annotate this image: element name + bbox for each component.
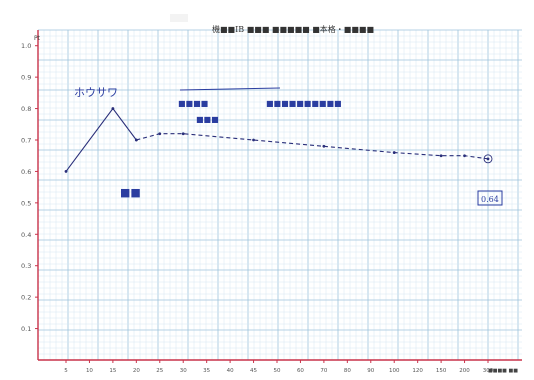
header-left-text: ■ (173, 16, 179, 23)
corner-note: ■■■■ ■■ (488, 368, 518, 374)
x-tick-label: 25 (156, 368, 163, 374)
y-tick-label: 0.7 (21, 137, 31, 145)
y-tick-label: 0.5 (21, 199, 31, 207)
mid-annotation-2: ■■■ (196, 115, 219, 124)
trough-annotation: ■■ (120, 186, 141, 199)
x-tick-label: 300 (483, 368, 494, 374)
mid-annotation-3: ■■■■■■■■■■ (266, 99, 342, 108)
data-points (64, 107, 493, 173)
y-tick-label: 0.6 (21, 168, 31, 176)
x-tick-label: 40 (227, 368, 234, 374)
data-point (463, 154, 466, 158)
x-tick-label: 90 (367, 368, 374, 374)
data-point (158, 132, 162, 136)
x-tick-label: 150 (436, 368, 447, 374)
end-value-box (477, 190, 503, 206)
y-tick-label: 0.8 (21, 105, 31, 113)
end-value-annotation: 0.64 (481, 195, 499, 204)
annotation-arrow (179, 87, 281, 91)
peak-annotation: ホウサワ (74, 86, 118, 99)
data-point (252, 138, 255, 142)
axes (37, 30, 522, 361)
data-point (111, 107, 115, 110)
y-tick-label: 0.1 (21, 325, 31, 333)
y-tick-label: 0.9 (21, 74, 31, 82)
data-point (64, 170, 68, 173)
header-notes: 機■■IB ■■■ ■■■■■ ■本格・■■■■ (212, 24, 374, 34)
y-tick-label: 1.0 (21, 42, 31, 50)
series-line-2 (136, 133, 489, 160)
x-tick-label: 50 (274, 368, 281, 374)
data-point (392, 151, 396, 154)
data-point (134, 138, 138, 142)
x-tick-label: 45 (250, 368, 257, 374)
data-point (439, 154, 443, 158)
x-tick-labels: 5 10 15 20 25 30 35 40 45 50 60 70 80 90 100 120 150 200 3… (64, 360, 494, 374)
y-unit-label: Pt (34, 35, 41, 42)
x-tick-label: 30 (180, 368, 187, 374)
data-point (322, 144, 326, 148)
end-point-circle (483, 154, 493, 164)
x-tick-label: 60 (297, 368, 304, 374)
y-tick-label: 0.4 (21, 231, 31, 239)
x-tick-label: 5 (64, 368, 68, 374)
data-point (181, 132, 185, 136)
x-tick-label: 200 (459, 368, 470, 374)
x-tick-label: 120 (412, 368, 423, 374)
x-tick-label: 10 (86, 368, 93, 374)
grid (37, 29, 522, 361)
header-mark (170, 14, 188, 22)
mid-annotation-1: ■■■■ (178, 99, 208, 108)
x-tick-label: 35 (203, 368, 210, 374)
x-tick-label: 15 (109, 368, 116, 374)
x-tick-label: 70 (320, 368, 327, 374)
data-point (486, 157, 490, 161)
y-tick-label: 0.2 (21, 294, 31, 302)
y-tick-label: 0.3 (21, 262, 31, 270)
y-tick-labels: 0.1 0.2 0.3 0.4 0.5 0.6 0.7 0.8 0.9 1.0 (21, 42, 38, 333)
x-tick-label: 20 (133, 368, 140, 374)
x-tick-label: 80 (344, 368, 351, 374)
x-tick-label: 100 (389, 368, 400, 374)
